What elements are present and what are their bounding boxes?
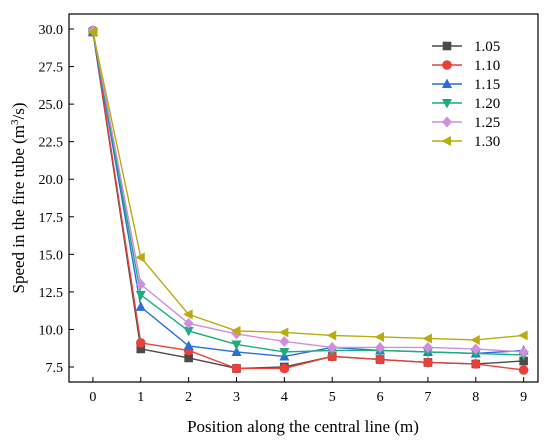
data-point	[518, 330, 528, 341]
y-axis-title: Speed in the fire tube (m3/s)	[9, 102, 28, 293]
y-tick-label: 10.0	[39, 323, 64, 338]
data-point	[279, 347, 290, 358]
series-line	[92, 30, 524, 371]
data-point	[135, 301, 146, 311]
series-layer	[87, 25, 529, 375]
y-tick-label: 17.5	[39, 211, 64, 226]
data-point	[518, 365, 529, 375]
y-tick-label: 7.5	[46, 361, 64, 376]
data-point	[183, 317, 194, 329]
legend-item: 1.10	[432, 58, 500, 74]
series-1-15	[87, 26, 529, 361]
data-point	[470, 359, 481, 369]
data-point	[518, 346, 529, 358]
data-point	[470, 334, 480, 345]
legend: 1.05 1.10 1.15 1.20 1.25 1.30	[432, 39, 500, 150]
legend-marker	[442, 60, 452, 70]
y-tick-label: 22.5	[39, 136, 64, 151]
data-point	[470, 343, 481, 355]
series-1-20	[87, 28, 529, 361]
data-point	[375, 341, 386, 353]
x-tick-label: 1	[137, 390, 144, 405]
plot-frame	[68, 13, 539, 383]
data-point	[136, 344, 146, 354]
data-point	[183, 340, 194, 350]
data-point	[231, 325, 241, 336]
data-point	[327, 341, 338, 353]
y-axis-title-superscript: 3	[9, 119, 21, 125]
legend-marker	[442, 41, 452, 51]
y-axis-title-main: Speed in the fire tube (m	[9, 125, 28, 294]
legend-item: 1.15	[432, 77, 500, 93]
x-axis-title: Position along the central line (m)	[187, 417, 419, 436]
data-point	[374, 331, 385, 342]
data-point	[279, 335, 290, 347]
series-line	[92, 31, 524, 370]
x-tick-label: 4	[281, 390, 288, 405]
y-tick-label: 12.5	[39, 286, 64, 301]
legend-item: 1.30	[432, 134, 500, 150]
legend-label: 1.25	[474, 115, 500, 131]
legend-marker	[441, 136, 451, 146]
data-point	[231, 363, 242, 374]
x-axis-ticks: 0 1 2 3 4 5 6 7 8 9	[89, 377, 527, 405]
x-tick-label: 5	[329, 390, 336, 405]
data-point	[423, 357, 433, 368]
legend-marker	[442, 78, 452, 88]
series-1-30	[87, 27, 528, 345]
data-point	[422, 333, 432, 344]
legend-item: 1.20	[432, 96, 500, 112]
x-tick-label: 2	[185, 390, 192, 405]
data-point	[422, 341, 433, 353]
data-point	[184, 353, 193, 363]
legend-label: 1.30	[474, 134, 500, 150]
data-point	[279, 363, 290, 374]
data-point	[327, 351, 338, 362]
x-tick-label: 3	[233, 390, 240, 405]
data-point	[183, 309, 193, 320]
data-point	[231, 346, 242, 356]
legend-label: 1.15	[474, 77, 500, 93]
data-point	[135, 338, 146, 348]
data-point	[135, 278, 146, 290]
legend-marker	[442, 116, 452, 128]
x-tick-label: 8	[472, 390, 479, 405]
x-tick-label: 9	[520, 390, 527, 405]
series-1-05	[88, 27, 528, 373]
y-tick-label: 20.0	[39, 173, 64, 188]
x-tick-label: 0	[89, 390, 96, 405]
series-line	[92, 31, 524, 356]
legend-label: 1.05	[474, 39, 500, 55]
data-point	[375, 354, 385, 365]
data-point	[135, 252, 145, 263]
y-tick-label: 30.0	[39, 23, 64, 38]
legend-label: 1.20	[474, 96, 500, 112]
legend-item: 1.05	[432, 39, 500, 55]
x-tick-label: 7	[424, 390, 431, 405]
data-point	[278, 327, 289, 338]
y-tick-label: 25.0	[39, 98, 64, 113]
y-tick-label: 15.0	[39, 248, 64, 263]
data-point	[87, 27, 97, 38]
series-line	[92, 31, 524, 341]
series-1-10	[88, 25, 529, 375]
legend-label: 1.10	[474, 58, 500, 74]
legend-item: 1.25	[432, 115, 500, 131]
legend-marker	[442, 99, 452, 109]
data-point	[135, 290, 146, 301]
data-point	[519, 356, 528, 366]
data-point	[231, 340, 242, 350]
y-axis-ticks: 7.5 10.0 12.5 15.0 17.5 20.0 22.5 25.0 27.5 30.0	[39, 23, 74, 376]
data-point	[326, 330, 337, 341]
y-axis-title-tail: /s)	[9, 102, 28, 119]
data-point	[183, 326, 194, 337]
series-line	[92, 30, 524, 353]
series-1-25	[87, 25, 529, 358]
x-tick-label: 6	[377, 390, 384, 405]
y-tick-label: 27.5	[39, 61, 64, 76]
